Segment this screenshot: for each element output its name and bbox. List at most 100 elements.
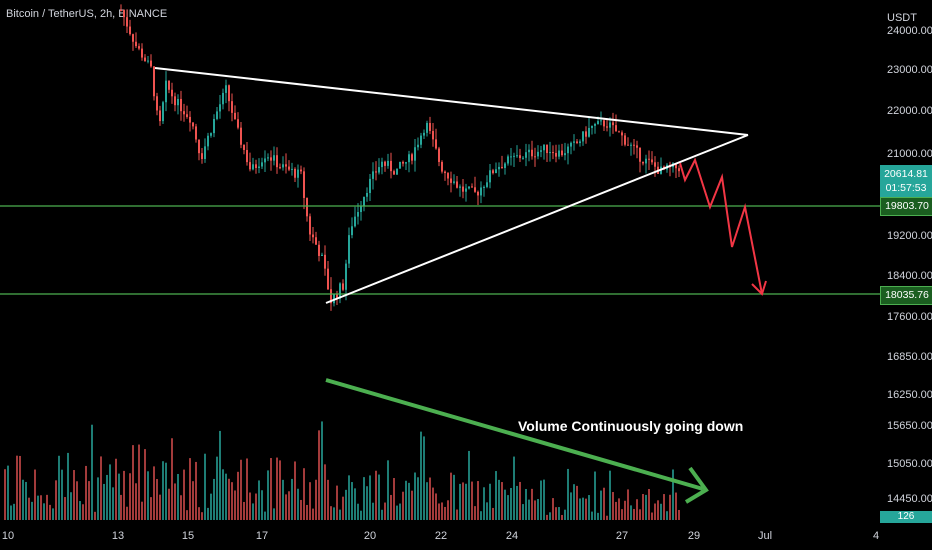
volume-bar — [666, 511, 668, 520]
projection-line[interactable] — [679, 157, 763, 295]
volume-bar — [222, 469, 224, 520]
lower-trendline[interactable] — [325, 134, 749, 304]
triangle-pattern — [154, 67, 749, 304]
volume-bar — [363, 477, 365, 520]
level-tag-2: 18035.76 — [880, 286, 932, 305]
volume-bar — [315, 479, 317, 520]
volume-bar — [462, 482, 464, 520]
volume-bar — [267, 470, 269, 520]
candle-body — [540, 150, 542, 152]
volume-bar — [675, 492, 677, 520]
candle-body — [618, 131, 620, 133]
volume-bar — [570, 492, 572, 520]
volume-bar — [564, 509, 566, 520]
volume-bar — [351, 482, 353, 520]
volume-bar — [417, 477, 419, 520]
time-tick-label: 20 — [364, 530, 376, 542]
volume-bar — [513, 456, 515, 520]
candle-body — [288, 166, 290, 170]
candle-body — [507, 156, 509, 164]
volume-bar — [73, 470, 75, 520]
volume-bar — [67, 452, 69, 520]
volume-bar — [366, 486, 368, 520]
candle-body — [129, 26, 131, 35]
candle-body — [279, 167, 281, 169]
volume-bar — [402, 491, 404, 520]
candle-body — [501, 166, 503, 168]
candle-body — [318, 244, 320, 256]
volume-bar — [31, 501, 33, 520]
candle-body — [450, 178, 452, 183]
candle-body — [420, 135, 422, 145]
candle-body — [489, 170, 491, 183]
candle-body — [297, 169, 299, 178]
volume-bar — [318, 430, 320, 520]
candle-body — [294, 168, 296, 178]
volume-bar — [573, 484, 575, 520]
candle-body — [162, 102, 164, 122]
volume-bar — [225, 473, 227, 520]
volume-bar — [159, 494, 161, 520]
candle-body — [573, 141, 575, 143]
volume-bar — [22, 479, 24, 520]
volume-bar — [471, 481, 473, 520]
volume-bar — [237, 471, 239, 520]
candle-body — [567, 146, 569, 154]
volume-bar — [489, 483, 491, 520]
candle-body — [600, 120, 602, 122]
volume-bar — [300, 499, 302, 520]
time-axis: 10 13 15 17 20 22 24 27 29 Jul 4 — [0, 524, 932, 550]
volume-bar — [435, 493, 437, 520]
volume-bar — [525, 488, 527, 520]
volume-bar — [13, 503, 15, 520]
candle-body — [417, 144, 419, 148]
candle-body — [210, 133, 212, 136]
candle-body — [645, 158, 647, 164]
volume-bar — [240, 459, 242, 520]
volume-bar — [174, 483, 176, 520]
candle-body — [459, 186, 461, 188]
volume-bar — [528, 499, 530, 520]
candle-body — [582, 131, 584, 142]
candle-body — [513, 155, 515, 157]
volume-bar — [501, 482, 503, 520]
upper-trendline[interactable] — [154, 67, 749, 136]
candle-body — [603, 120, 605, 127]
candle-body — [588, 127, 590, 137]
volume-bar — [498, 479, 500, 520]
candle-body — [171, 89, 173, 97]
volume-bar — [97, 477, 99, 520]
candle-body — [282, 164, 284, 168]
volume-bar — [19, 455, 21, 520]
volume-bar — [678, 509, 680, 520]
volume-bar — [414, 472, 416, 520]
candle-body — [558, 150, 560, 157]
candle-body — [132, 34, 134, 42]
volume-bar — [88, 481, 90, 520]
candle-body — [216, 111, 218, 119]
volume-bar — [106, 474, 108, 520]
volume-bar — [672, 469, 674, 520]
volume-bar — [135, 483, 137, 520]
volume-bar — [126, 506, 128, 520]
volume-bar — [85, 465, 87, 520]
volume-bar — [49, 504, 51, 520]
volume-bar — [372, 502, 374, 520]
candle-body — [174, 96, 176, 106]
candle-body — [303, 171, 305, 198]
volume-bar — [390, 494, 392, 520]
candle-body — [312, 234, 314, 238]
candle-body — [444, 171, 446, 174]
volume-bar — [46, 494, 48, 520]
candle-body — [270, 157, 272, 161]
candle-body — [330, 289, 332, 304]
candle-body — [336, 294, 338, 299]
time-tick-label: 24 — [506, 530, 518, 542]
volume-bar — [246, 458, 248, 520]
volume-bar — [103, 483, 105, 520]
volume-bars — [4, 421, 680, 520]
candle-body — [609, 122, 611, 128]
volume-arrow-line[interactable] — [325, 378, 704, 491]
volume-bar — [198, 507, 200, 520]
